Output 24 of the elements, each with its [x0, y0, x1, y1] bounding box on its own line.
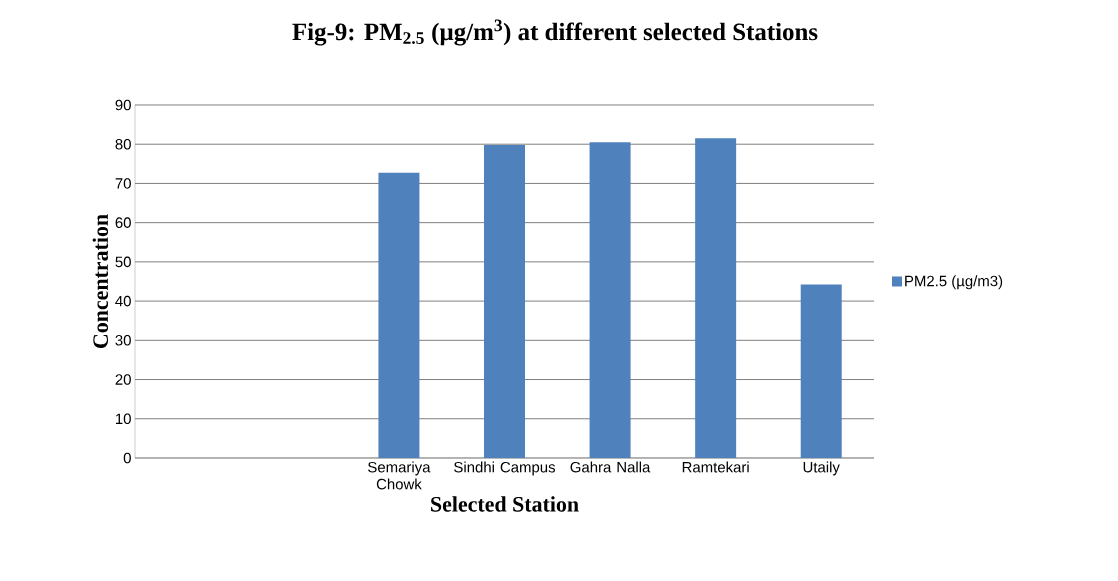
bar — [484, 144, 526, 458]
y-axis-title: Concentration — [92, 214, 109, 348]
bar — [695, 138, 737, 458]
y-tick-label: 50 — [115, 256, 131, 268]
y-tick-label: 60 — [115, 217, 131, 228]
y-tick-label: 0 — [123, 452, 131, 464]
x-tick-label: Semariya Chowk — [368, 461, 431, 490]
y-tick-label: 10 — [116, 413, 131, 425]
y-tick-label: 70 — [115, 178, 131, 189]
y-tick-label: 20 — [115, 374, 131, 385]
y-tick-label: 80 — [115, 138, 131, 150]
y-tick-label: 90 — [115, 99, 131, 111]
x-axis-title: Selected Station — [431, 496, 579, 512]
x-tick-label: Gahra Nalla — [570, 461, 651, 473]
y-tick-label: 40 — [115, 295, 131, 307]
x-tick-label: Ramtekari — [682, 461, 749, 473]
bar — [378, 172, 420, 458]
bar — [589, 142, 631, 458]
chart-title: Fig-9: PM$_{2.5}$ (µg/m$^{3}$) at different selected Stations — [292, 19, 818, 46]
legend-label: PM2.5 (µg/m3) — [905, 275, 1003, 290]
x-tick-label: Utaily — [803, 461, 840, 476]
bar — [800, 284, 842, 458]
y-tick-label: 30 — [115, 335, 131, 346]
x-tick-label: Sindhi Campus — [454, 461, 556, 476]
